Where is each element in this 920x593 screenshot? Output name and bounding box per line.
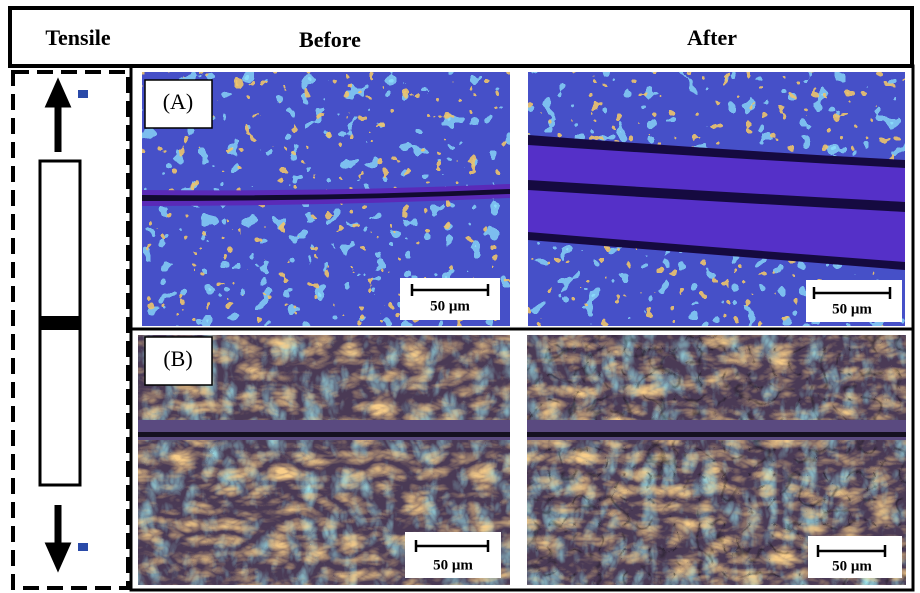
header-tensile: Tensile [45, 25, 110, 50]
micrograph-a-after [528, 72, 905, 326]
label-box [144, 79, 213, 129]
scale-bar-label: 50 μm [430, 298, 470, 314]
panel-label: (A) [163, 89, 194, 114]
scale-bar: 50 μm [806, 280, 902, 322]
panel-label: (B) [163, 346, 192, 371]
scale-bar-label: 50 μm [832, 301, 872, 317]
header-frame [8, 6, 914, 68]
label-box [144, 336, 213, 386]
scale-bar: 50 μm [405, 532, 501, 578]
scale-bar: 50 μm [400, 278, 500, 320]
scale-bar: 50 μm [808, 536, 902, 578]
scale-bar-label: 50 μm [433, 557, 473, 573]
specimen-frame [11, 70, 130, 590]
scale-bar-label: 50 μm [832, 558, 872, 574]
header-after: After [687, 25, 737, 50]
header-before: Before [299, 27, 361, 52]
specimen [38, 77, 88, 573]
